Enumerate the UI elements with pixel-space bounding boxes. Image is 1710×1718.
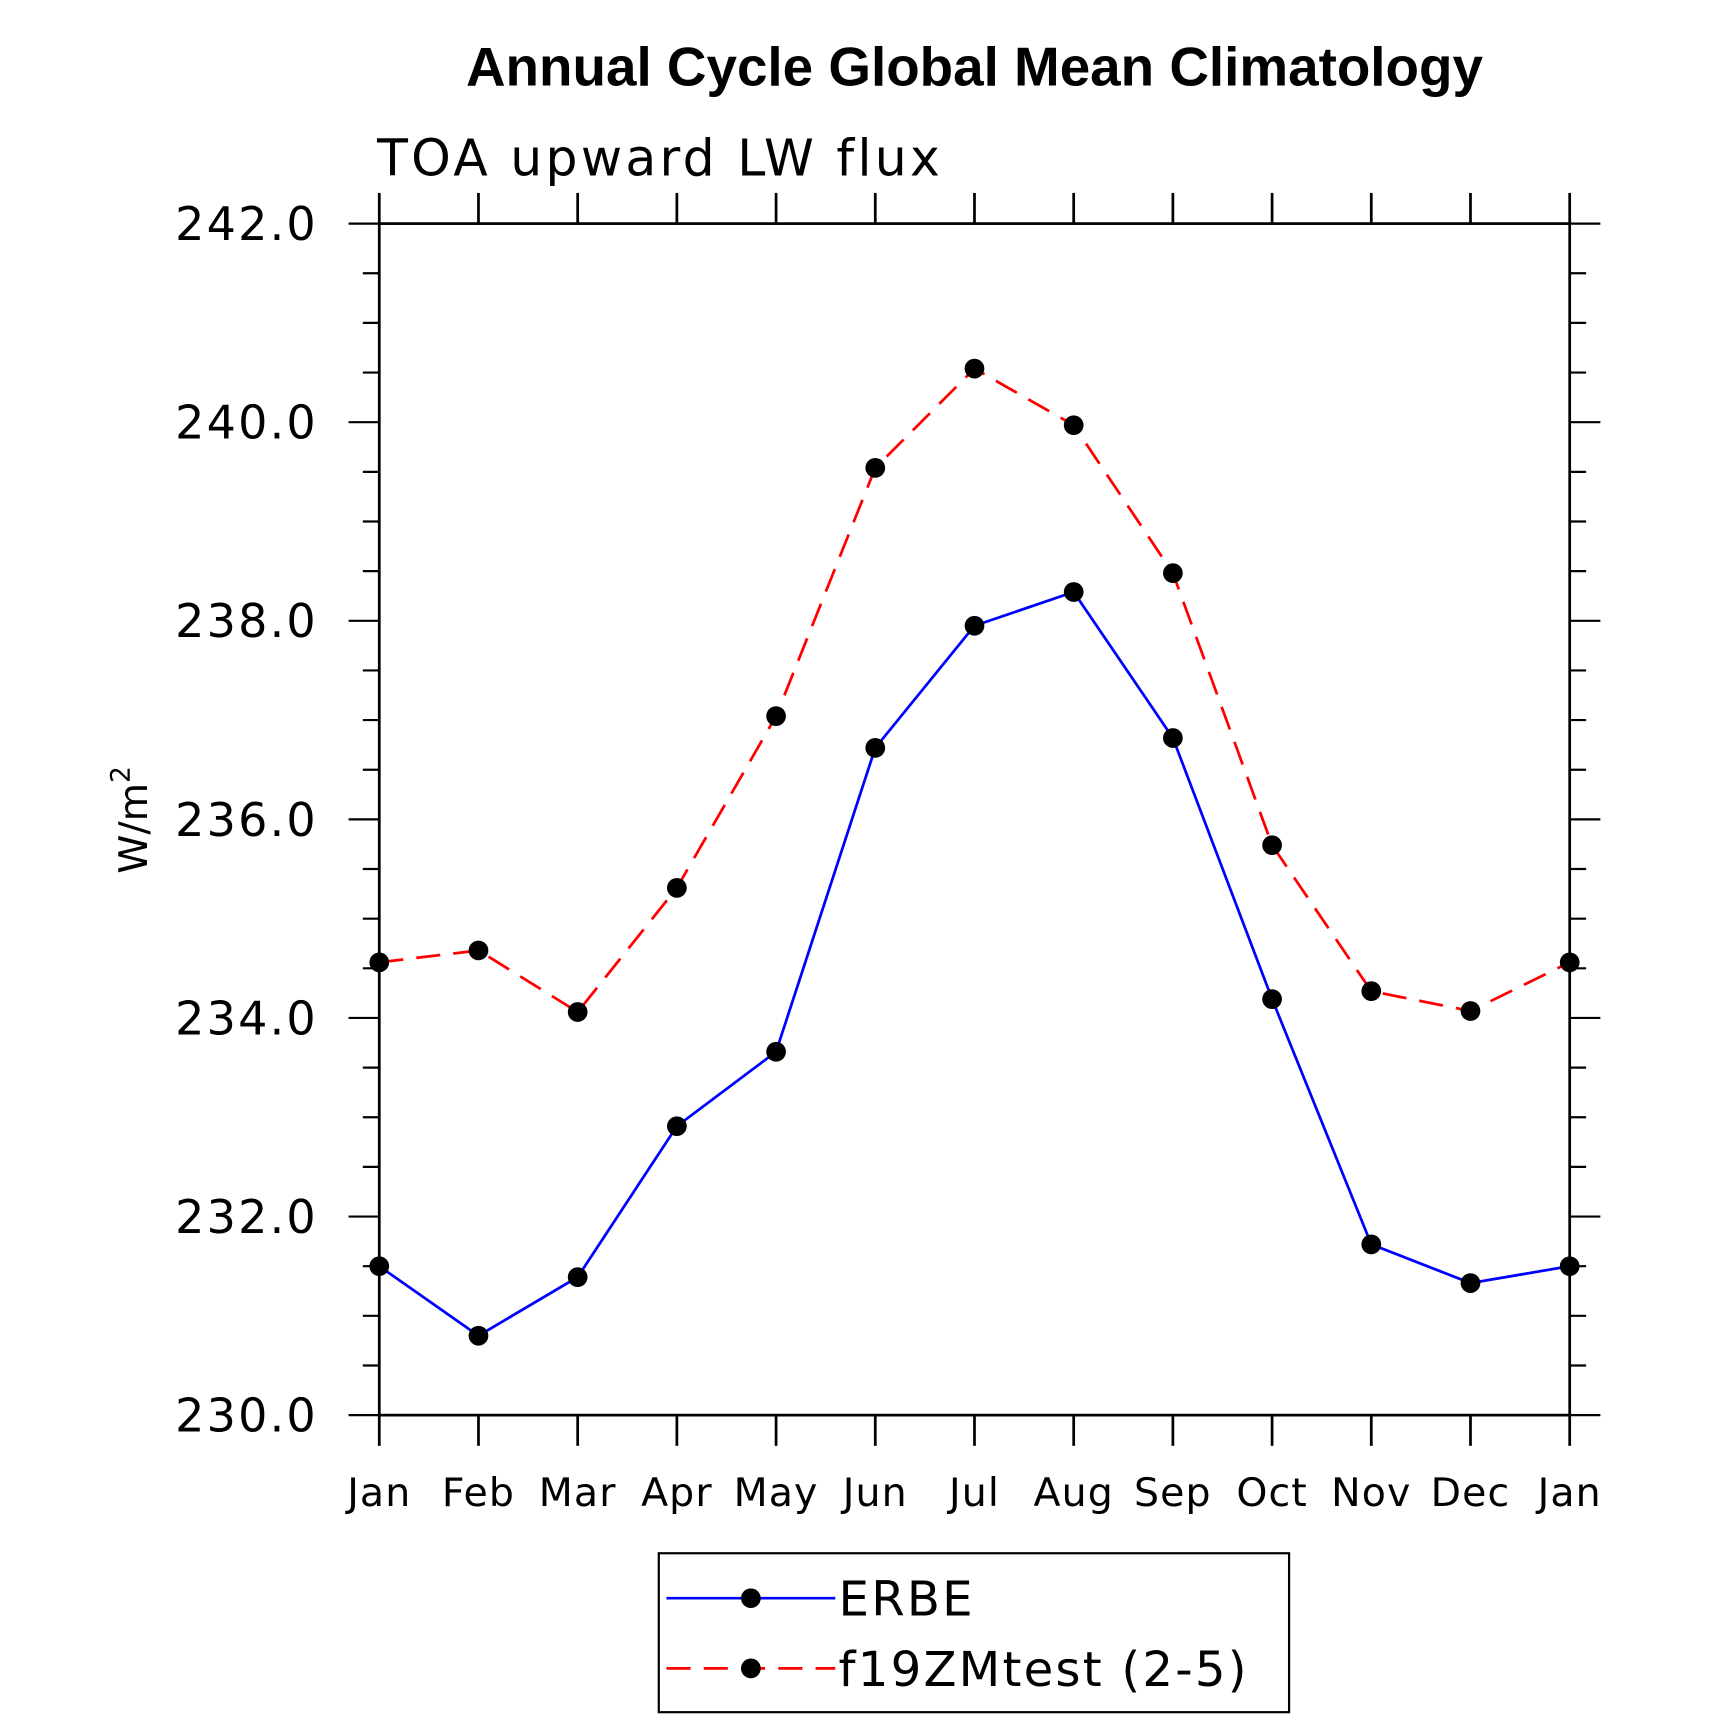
x-tick-label: Jun [840,1470,908,1516]
legend-label: ERBE [839,1572,975,1628]
x-tick-label: Jan [344,1470,411,1516]
chart-subtitle: TOA upward LW flux [376,128,943,187]
y-tick-label: 242.0 [175,197,318,251]
x-tick-label: Jan [1535,1470,1602,1516]
data-point [766,1041,786,1062]
legend-label: f19ZMtest (2-5) [839,1642,1249,1698]
data-point [1559,1256,1580,1277]
y-tick-label: 230.0 [175,1389,318,1443]
legend-marker [741,1658,761,1679]
data-point [865,738,886,758]
x-tick-label: Aug [1034,1470,1114,1516]
x-tick-label: Nov [1331,1470,1411,1516]
y-tick-label: 240.0 [175,396,318,450]
data-point [567,1267,588,1287]
data-point [1460,1001,1481,1021]
legend-marker [741,1588,761,1609]
y-axis-label-text: W/m [111,783,157,874]
x-tick-label: May [734,1470,819,1516]
data-point [1163,728,1183,748]
data-point [468,1325,489,1346]
y-tick-label: 236.0 [175,793,318,847]
data-point [964,358,985,379]
data-point [766,706,786,726]
plot-frame [377,222,1572,1417]
data-point [369,952,390,973]
data-point [1559,952,1580,973]
data-point [1163,563,1183,583]
x-tick-label: Dec [1431,1470,1511,1516]
y-tick-label: 238.0 [175,594,318,648]
data-point [1262,835,1282,856]
y-axis-label: W/m2 [106,766,157,873]
data-point [1063,415,1084,436]
x-tick-label: Apr [641,1470,713,1516]
y-axis-label-superscript: 2 [106,766,136,783]
data-point [964,615,985,636]
data-point [1361,981,1382,1002]
x-tick-label: Oct [1236,1470,1308,1516]
data-point [369,1256,390,1277]
x-tick-label: Mar [539,1470,617,1516]
data-point [1460,1273,1481,1293]
y-tick-label: 234.0 [175,991,318,1045]
data-point [468,940,489,961]
data-point [667,878,687,898]
data-point [865,458,886,478]
data-point [1063,582,1084,602]
x-tick-label: Jul [946,1470,1000,1516]
data-point [1262,989,1282,1009]
y-tick-label: 232.0 [175,1190,318,1244]
legend-box [657,1552,1291,1714]
x-tick-label: Feb [442,1470,515,1516]
data-point [567,1002,588,1022]
data-point [667,1116,687,1137]
series-line-0 [378,590,1570,1338]
data-point [1361,1234,1382,1255]
x-tick-label: Sep [1134,1470,1212,1516]
chart-title: Annual Cycle Global Mean Climatology [466,35,1483,97]
series-line-1 [379,366,1571,1014]
